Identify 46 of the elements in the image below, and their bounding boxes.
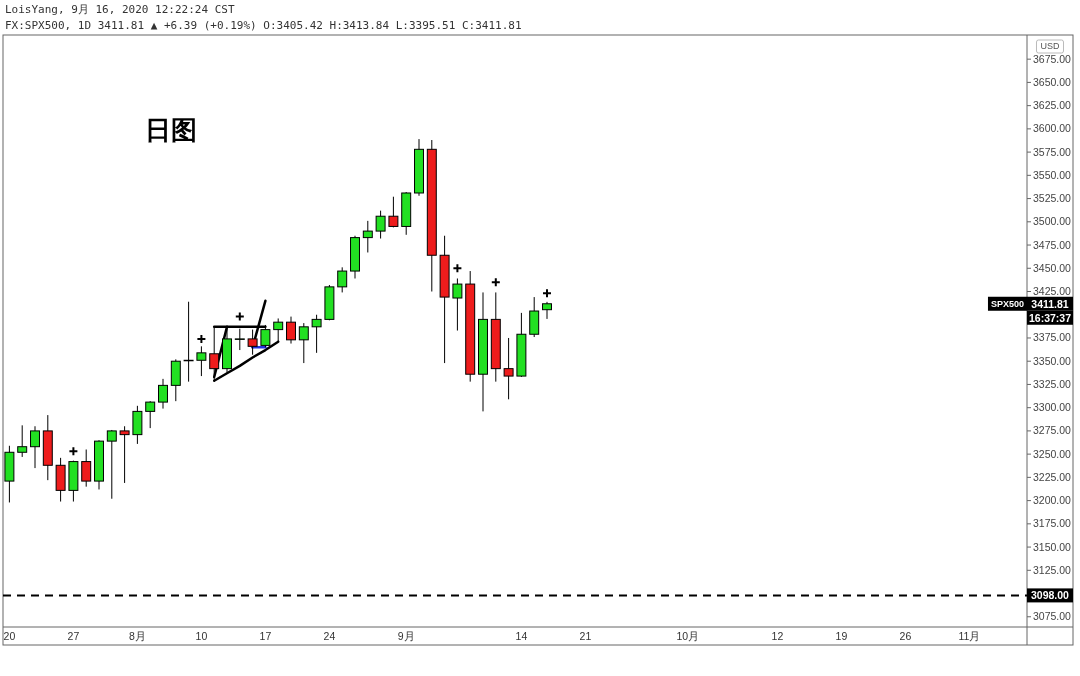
x-tick-label: 19 — [835, 630, 848, 642]
y-tick-label: 3375.00 — [1033, 331, 1072, 344]
y-tick-label: 3250.00 — [1033, 447, 1072, 460]
y-tick-label: 3650.00 — [1033, 75, 1072, 88]
subtitle: FX:SPX500, 1D 3411.81 ▲ +6.39 (+0.19%) O:3405.42 H:3413.84 L:3395.51 C:3411.81 — [5, 19, 522, 32]
y-tick-label: 3075.00 — [1033, 610, 1072, 623]
y-tick-label: 3450.00 — [1033, 261, 1072, 274]
x-tick-label: 10 — [195, 630, 208, 642]
y-tick-label: 3275.00 — [1033, 424, 1072, 437]
x-tick-label: 9月 — [397, 630, 415, 642]
y-tick-label: 3325.00 — [1033, 377, 1072, 390]
x-tick-label: 14 — [515, 630, 528, 642]
y-tick-label: 3600.00 — [1033, 122, 1072, 135]
x-tick-label: 24 — [323, 630, 336, 642]
y-tick-label: 3475.00 — [1033, 238, 1072, 251]
x-tick-label: 17 — [259, 630, 272, 642]
y-tick-label: 3575.00 — [1033, 145, 1072, 158]
y-tick-label: 3525.00 — [1033, 192, 1072, 205]
y-tick-label: 3500.00 — [1033, 215, 1072, 228]
annotation: 日图 — [145, 115, 197, 145]
y-tick-label: 3350.00 — [1033, 354, 1072, 367]
ref-line: 3098.00 — [2, 588, 1073, 603]
y-tick-label: 3625.00 — [1033, 99, 1072, 112]
x-tick-label: 8月 — [128, 630, 146, 642]
y-tick-label: 3175.00 — [1033, 517, 1072, 530]
y-label: USD — [1036, 39, 1064, 54]
x-tick-label: 26 — [899, 630, 912, 642]
x-tick-label: 11月 — [958, 630, 981, 642]
annotation: 3411.81 — [1027, 296, 1073, 311]
x-tick-label: 10月 — [676, 630, 700, 642]
annotation: SPX500 — [987, 296, 1027, 311]
x-tick-label: 21 — [579, 630, 592, 642]
y-tick-label: 3300.00 — [1033, 401, 1072, 414]
y-tick-label: 3125.00 — [1033, 563, 1072, 576]
y-tick-label: 3675.00 — [1033, 52, 1072, 65]
y-tick-label: 3425.00 — [1033, 285, 1072, 297]
x-tick-label: 12 — [771, 630, 784, 642]
y-tick-label: 3200.00 — [1033, 494, 1072, 507]
y-tick-label: 3150.00 — [1033, 540, 1072, 553]
y-tick-label: 3225.00 — [1033, 470, 1072, 483]
x-tick-label: 27 — [67, 630, 80, 642]
y-axis-title: USD — [1040, 41, 1060, 51]
ref-line-label: 3098.00 — [1031, 589, 1070, 602]
y-tick-label: 3550.00 — [1033, 168, 1072, 181]
title: LoisYang, 9月 16, 2020 12:22:24 CST — [5, 3, 235, 16]
x-tick-label: 20 — [3, 630, 16, 642]
